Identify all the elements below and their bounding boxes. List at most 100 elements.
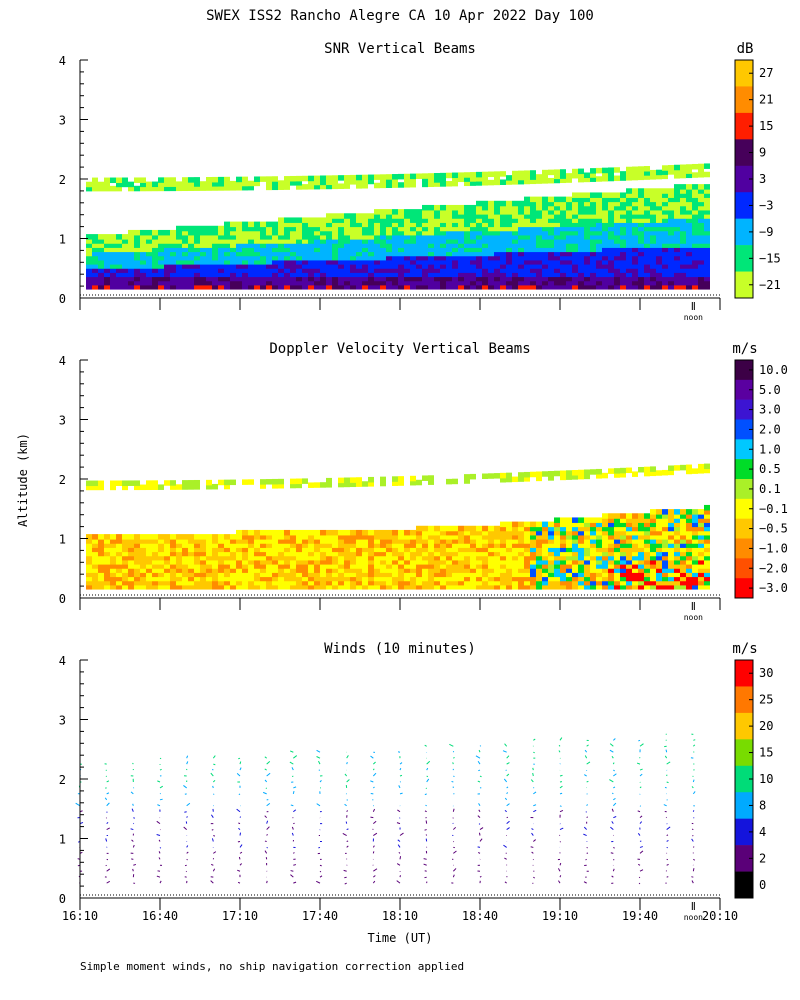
snr-cell [692, 267, 698, 273]
snr-cell [362, 183, 368, 189]
snr-cell [122, 271, 128, 278]
snr-cell [452, 246, 458, 253]
snr-cell [656, 213, 662, 219]
snr-cell [560, 250, 566, 257]
snr-cell [614, 284, 620, 290]
doppler-cell [680, 538, 686, 544]
wind-barb [666, 863, 669, 866]
snr-cell [296, 221, 302, 228]
snr-cell [434, 209, 440, 215]
doppler-cell [374, 538, 380, 544]
doppler-cell [170, 480, 176, 486]
doppler-cell [542, 567, 548, 573]
doppler-cell [134, 563, 140, 569]
doppler-cell [158, 538, 164, 544]
doppler-cell [476, 563, 482, 569]
doppler-cell [452, 546, 458, 553]
snr-cell [530, 242, 536, 248]
wind-barb [611, 875, 614, 878]
snr-cell [296, 229, 302, 236]
doppler-cell [362, 559, 368, 565]
snr-cell [554, 225, 560, 232]
snr-cell [194, 250, 200, 257]
wind-barb [691, 838, 694, 842]
snr-cell [362, 267, 368, 273]
doppler-cell [392, 579, 398, 586]
doppler-cell [374, 554, 380, 561]
doppler-cell [332, 559, 338, 565]
snr-cell [308, 259, 314, 265]
doppler-cell [284, 579, 290, 586]
doppler-cell [542, 529, 548, 536]
snr-cell [434, 173, 440, 179]
doppler-cell [362, 481, 368, 487]
doppler-cell [608, 546, 614, 553]
doppler-cell [704, 554, 710, 561]
snr-cell [590, 192, 596, 198]
snr-cell [344, 221, 350, 228]
snr-cell [290, 284, 296, 290]
snr-cell [518, 259, 524, 265]
wind-barb [158, 851, 161, 854]
doppler-cell [410, 559, 416, 565]
wind-barb [213, 793, 215, 795]
doppler-cell [104, 534, 110, 540]
snr-cell [608, 238, 614, 244]
colorbar-frame [734, 59, 754, 299]
snr-cell [122, 254, 128, 261]
doppler-cell [590, 517, 596, 523]
snr-cell [416, 263, 422, 269]
snr-cell [578, 238, 584, 244]
wind-barb [478, 769, 481, 772]
snr-cell [182, 242, 188, 248]
doppler-cell [662, 546, 668, 553]
snr-cell [680, 204, 686, 211]
snr-cell [380, 279, 386, 286]
doppler-cell [458, 554, 464, 561]
doppler-cell [560, 567, 566, 573]
snr-cell [122, 181, 128, 188]
doppler-cell [254, 538, 260, 544]
colorbar-swatch [735, 686, 753, 714]
doppler-cell [686, 554, 692, 561]
wind-barb [346, 828, 349, 831]
snr-cell [608, 175, 614, 182]
snr-cell [458, 234, 464, 240]
doppler-cell [614, 517, 620, 523]
snr-cell [302, 217, 308, 223]
snr-cell [446, 225, 452, 232]
doppler-cell [542, 550, 548, 557]
snr-cell [458, 217, 464, 223]
snr-cell [86, 279, 92, 286]
snr-cell [134, 185, 140, 192]
snr-cell [548, 204, 554, 211]
snr-cell [542, 229, 548, 236]
doppler-cell [296, 542, 302, 548]
doppler-cell [236, 538, 242, 544]
doppler-cell [314, 529, 320, 536]
snr-cell [176, 225, 182, 232]
snr-cell [692, 204, 698, 211]
snr-cell [332, 213, 338, 219]
doppler-cell [398, 529, 404, 536]
doppler-cell [656, 579, 662, 586]
snr-cell [188, 259, 194, 265]
colorbar-swatch [735, 271, 753, 299]
doppler-cell [356, 529, 362, 536]
snr-cell [362, 275, 368, 282]
snr-cell [566, 267, 572, 273]
snr-cell [128, 279, 134, 286]
snr-cell [158, 284, 164, 290]
snr-cell [260, 284, 266, 290]
snr-cell [512, 209, 518, 215]
snr-cell [494, 209, 500, 215]
snr-cell [452, 209, 458, 215]
doppler-cell [302, 567, 308, 573]
doppler-cell [428, 567, 434, 573]
snr-cell [296, 284, 302, 290]
snr-cell [542, 271, 548, 278]
snr-cell [410, 284, 416, 290]
doppler-cell [464, 584, 470, 590]
doppler-cell [524, 476, 530, 482]
doppler-cell [374, 584, 380, 590]
